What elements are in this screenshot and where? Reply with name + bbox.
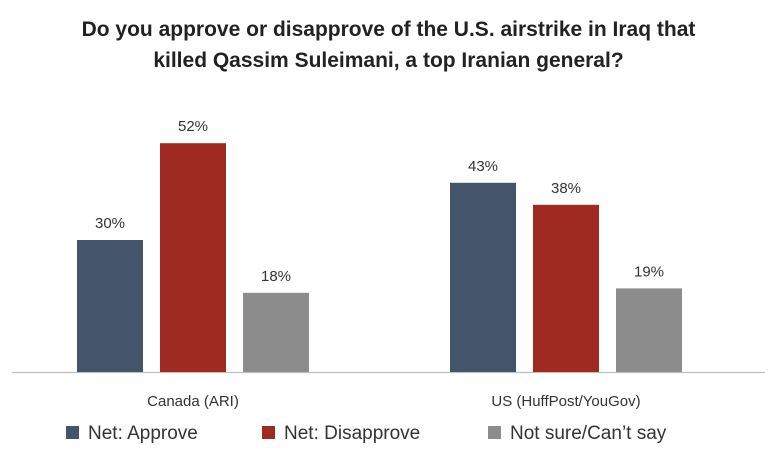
chart-title-line-1: Do you approve or disapprove of the U.S.…	[81, 18, 696, 41]
bar-2-2	[533, 204, 599, 372]
legend-label-1: Net: Approve	[88, 423, 198, 444]
data-label-1-1: 30%	[95, 215, 125, 232]
chart-title: Do you approve or disapprove of the U.S.…	[0, 14, 777, 76]
bar-2-1	[450, 182, 516, 372]
data-label-2-2: 38%	[551, 180, 581, 197]
category-label-1: Canada (ARI)	[147, 393, 239, 410]
bar-1-1	[77, 240, 143, 372]
legend-swatch-3	[488, 426, 501, 439]
data-label-2-1: 43%	[468, 158, 498, 175]
chart-title-line-2: killed Qassim Suleimani, a top Iranian g…	[153, 49, 624, 72]
legend-label-3: Not sure/Can’t say	[510, 423, 667, 444]
data-label-1-2: 52%	[178, 118, 208, 135]
category-label-2: US (HuffPost/YouGov)	[491, 393, 640, 410]
data-label-2-3: 19%	[634, 263, 664, 280]
bar-1-2	[160, 143, 226, 372]
bar-2-3	[616, 288, 682, 372]
legend-swatch-2	[262, 426, 275, 439]
bar-1-3	[243, 292, 309, 372]
data-label-1-3: 18%	[261, 268, 291, 285]
legend-swatch-1	[66, 426, 79, 439]
legend-label-2: Net: Disapprove	[284, 423, 420, 444]
